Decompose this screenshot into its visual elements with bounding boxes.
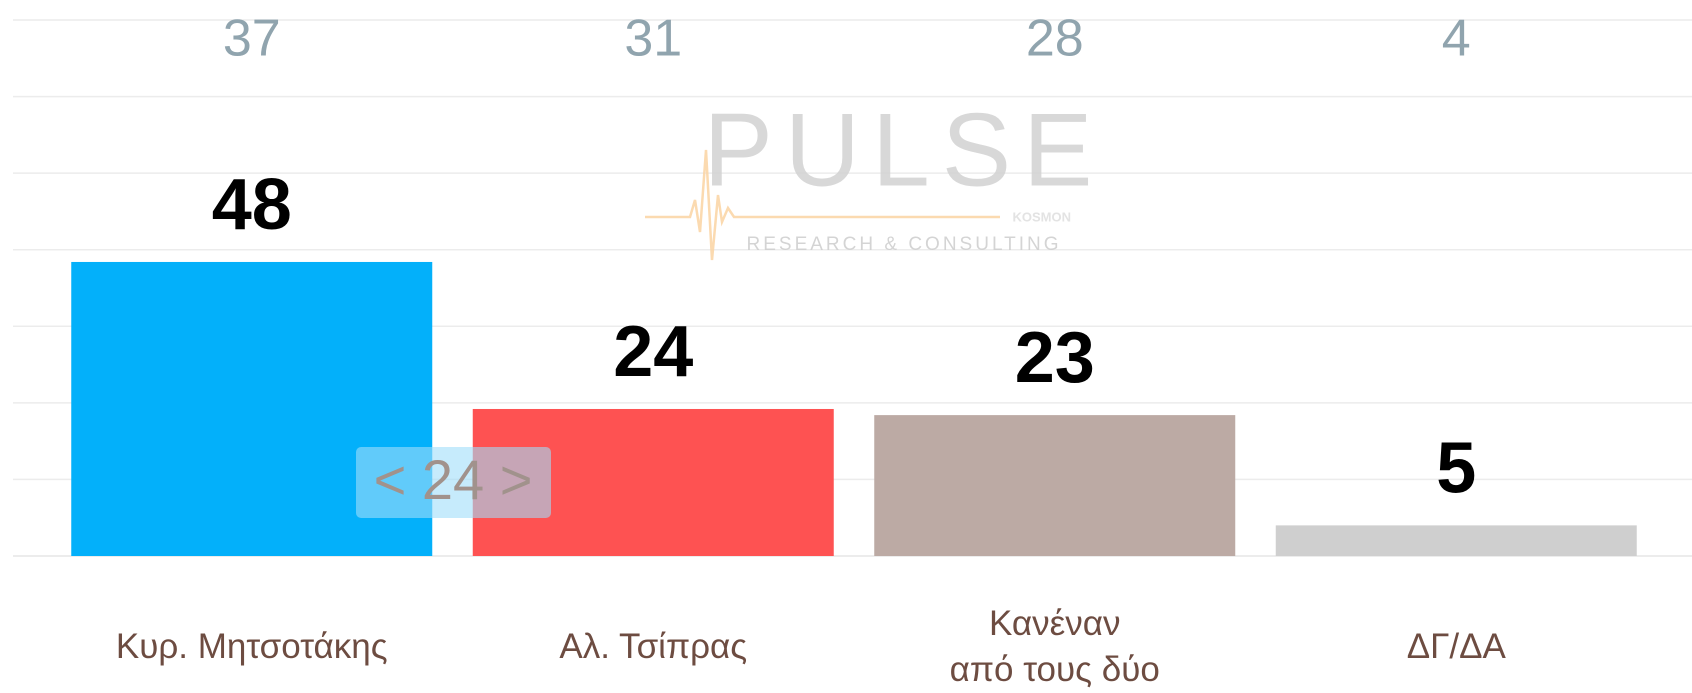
- value-label: 24: [613, 312, 693, 392]
- comparison-value: 37: [223, 10, 281, 68]
- category-label: ΔΓ/ΔΑ: [1406, 627, 1506, 666]
- badge-label: < 24 >: [374, 448, 533, 511]
- category-label: Αλ. Τσίπρας: [559, 627, 748, 666]
- comparison-value: 4: [1442, 10, 1471, 68]
- watermark-subtitle: RESEARCH & CONSULTING: [747, 234, 1062, 255]
- watermark-pulse: [645, 149, 1000, 261]
- bar: [1275, 525, 1637, 556]
- bar: [874, 415, 1236, 556]
- category-label: Κυρ. Μητσοτάκης: [115, 627, 388, 666]
- badge-background: [356, 447, 551, 518]
- value-label: 48: [212, 165, 292, 245]
- comparison-value: 31: [624, 10, 682, 68]
- comparison-value: 28: [1026, 10, 1084, 68]
- difference-badge: < 24 >: [356, 447, 551, 518]
- watermark-tag: KOSMON: [1013, 209, 1072, 224]
- watermark-title: PULSE: [703, 92, 1104, 208]
- category-label: Κανέναν από τους δύο: [949, 604, 1160, 689]
- value-label: 5: [1436, 428, 1476, 508]
- watermark: PULSE KOSMON RESEARCH & CONSULTING: [645, 92, 1104, 261]
- value-label: 23: [1015, 318, 1095, 398]
